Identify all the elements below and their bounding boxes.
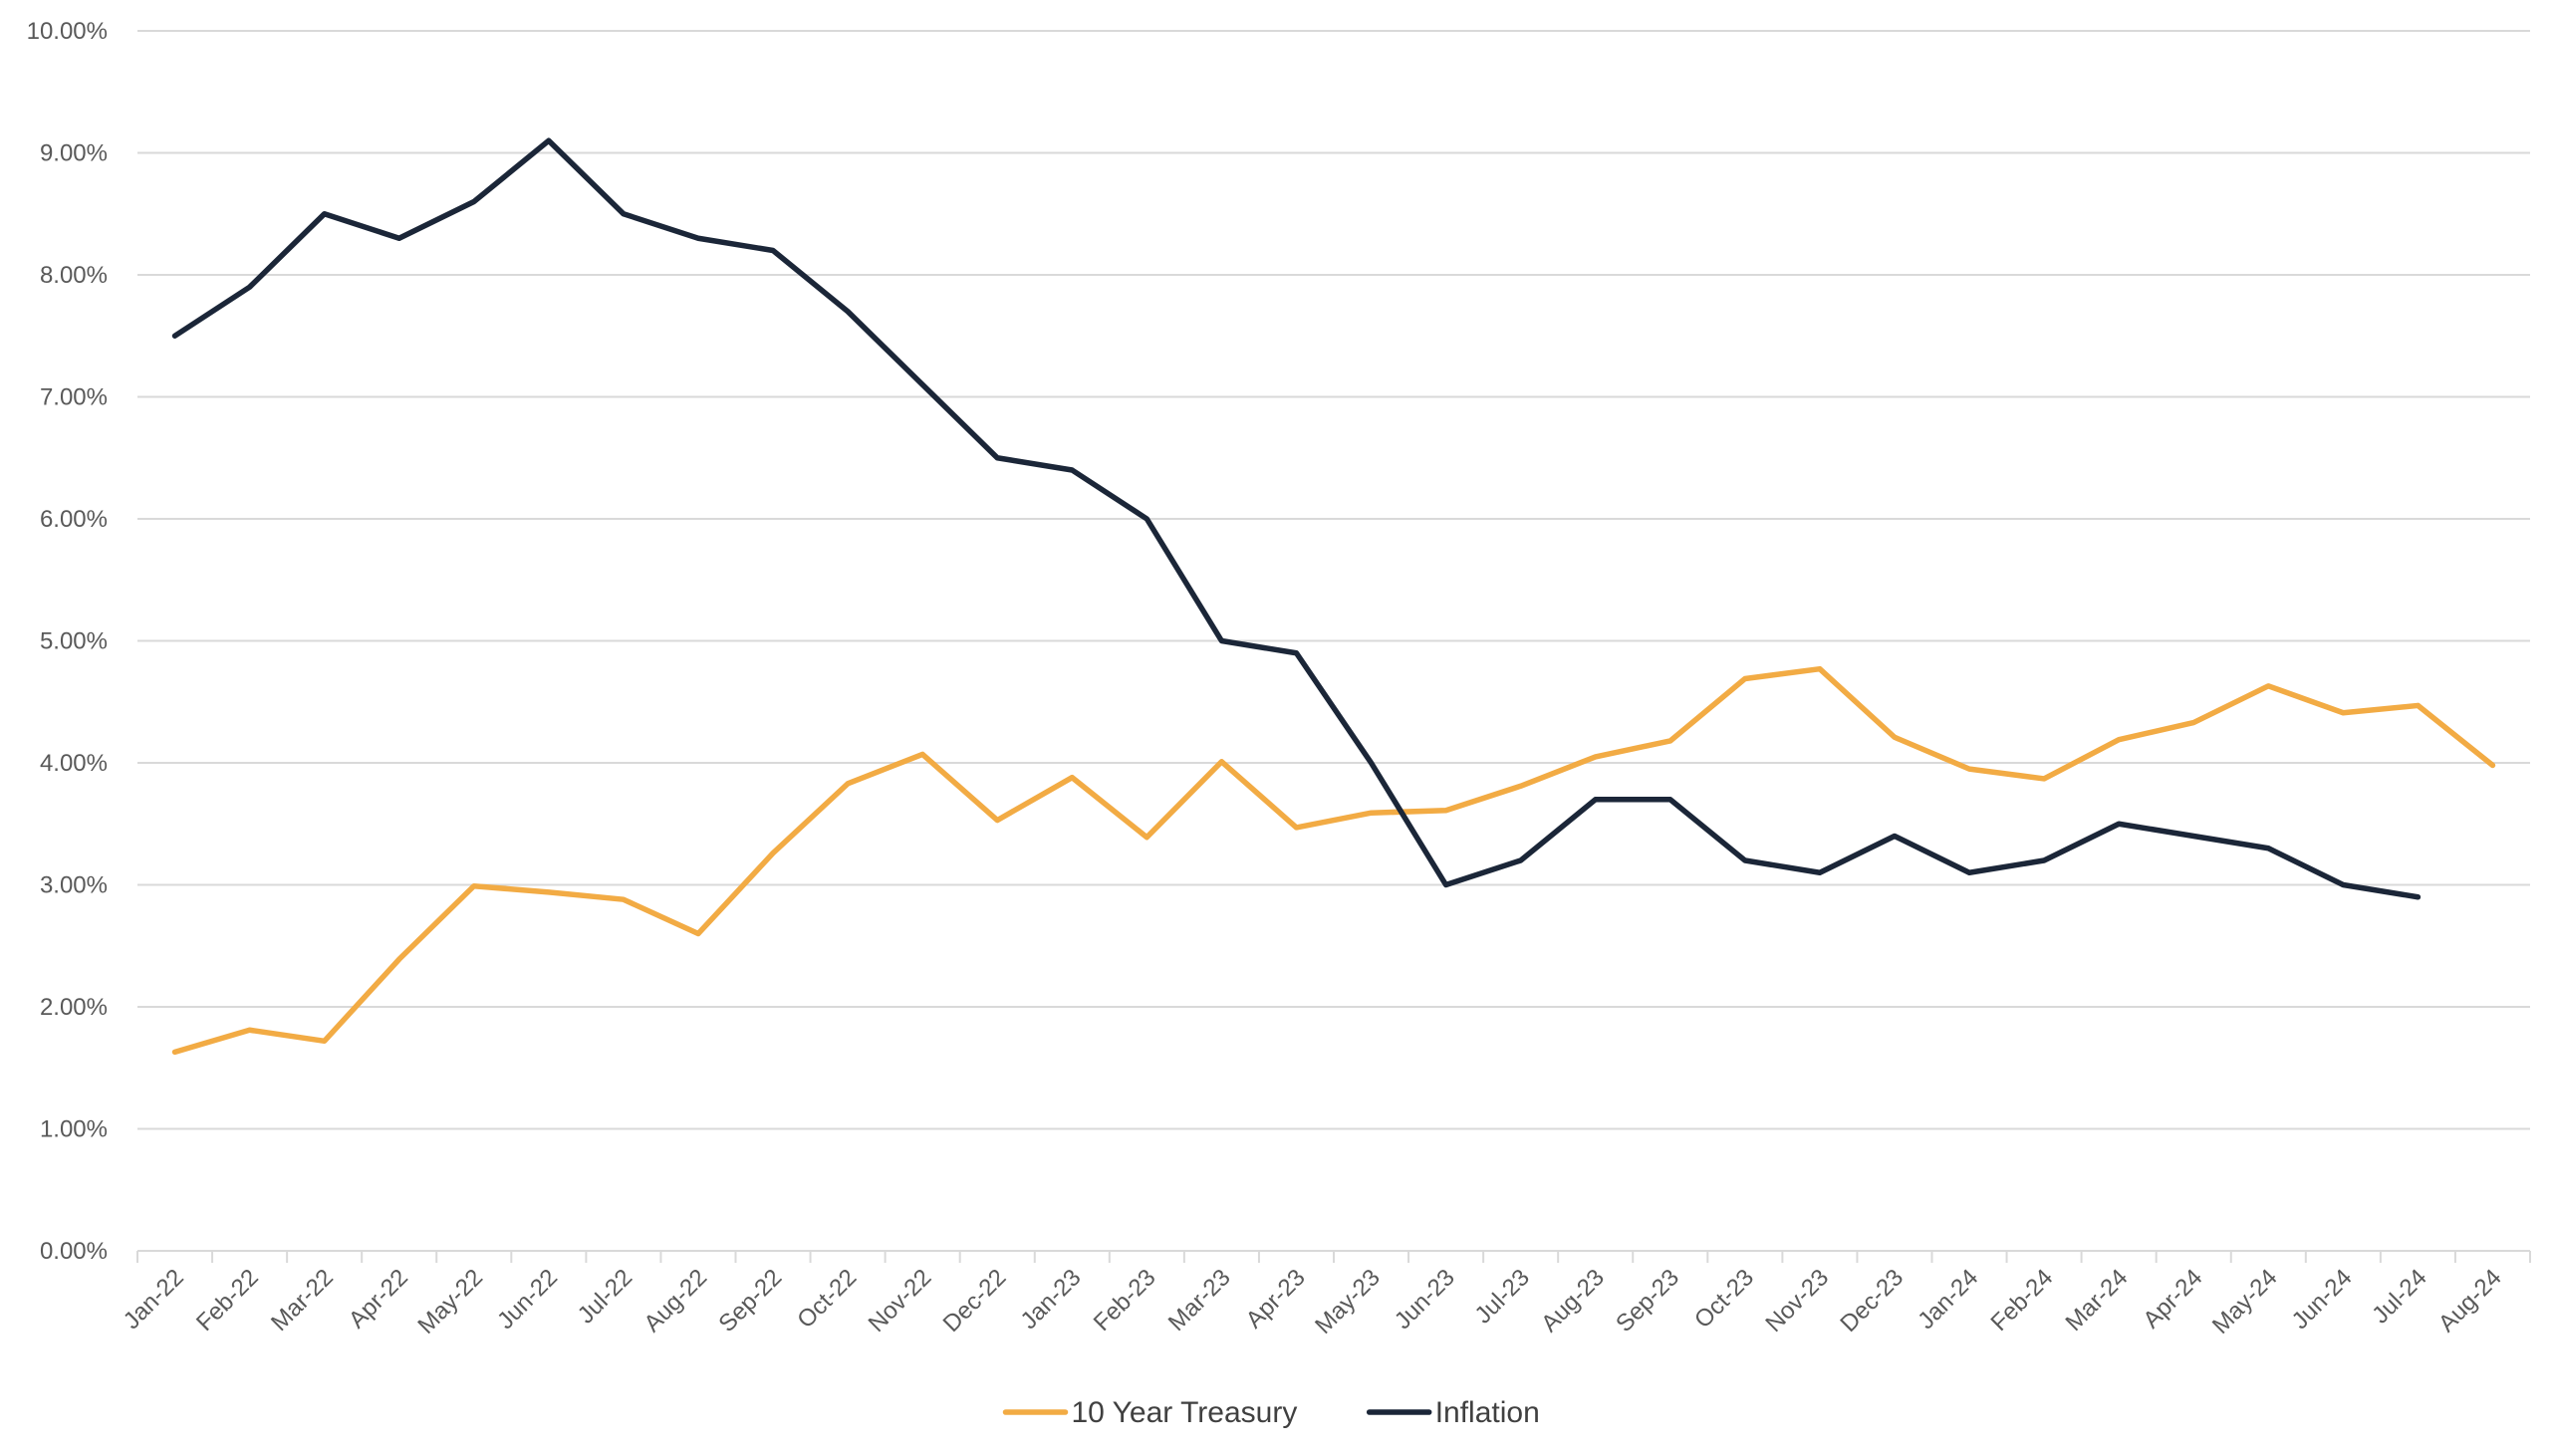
y-tick-label: 0.00% [40,1238,108,1265]
x-tick-label: Feb-23 [1089,1264,1161,1336]
x-tick-label: Sep-22 [713,1264,787,1337]
x-tick-label: Jun-23 [1390,1264,1460,1335]
x-tick-label: Mar-24 [2061,1264,2134,1336]
series-line-10-year-treasury [171,665,2496,1056]
x-tick-label: Apr-22 [344,1264,413,1334]
x-tick-label: Nov-23 [1760,1264,1834,1337]
x-tick-label: Dec-23 [1835,1264,1909,1337]
x-tick-label: Aug-22 [638,1264,712,1337]
legend-label: 10 Year Treasury [1072,1396,1298,1429]
x-tick-label: Aug-24 [2433,1264,2507,1337]
x-tick-label: Apr-24 [2138,1264,2207,1334]
x-tick-label: Jul-23 [1470,1264,1535,1329]
y-tick-label: 8.00% [40,262,108,289]
x-tick-label: Nov-22 [864,1264,937,1337]
x-tick-label: Oct-22 [792,1264,862,1334]
x-tick-label: May-24 [2207,1264,2283,1339]
series-lines [171,137,2496,1056]
x-tick-label: Jun-22 [492,1264,563,1335]
y-tick-label: 1.00% [40,1116,108,1143]
x-axis-tick-labels: Jan-22 Feb-22 Mar-22 Apr-22 May-22 Jun-22 Jul-… [119,1264,2507,1339]
x-tick-label: Jul-24 [2367,1264,2431,1329]
x-tick-label: Jan-23 [1016,1264,1087,1335]
legend-item-inflation: Inflation [1366,1396,1540,1429]
y-tick-label: 7.00% [40,384,108,411]
y-tick-label: 3.00% [40,872,108,899]
x-tick-label: May-23 [1310,1264,1386,1339]
x-tick-label: May-22 [412,1264,488,1339]
y-tick-label: 2.00% [40,994,108,1021]
legend-item-10-year-treasury: 10 Year Treasury [1002,1396,1298,1429]
x-tick-label: Oct-23 [1689,1264,1759,1334]
x-tick-label: Jan-22 [119,1264,189,1335]
x-tick-label: Jun-24 [2287,1264,2358,1335]
x-tick-label: Mar-22 [266,1264,339,1336]
y-tick-label: 4.00% [40,750,108,777]
x-tick-label: Jul-22 [573,1264,638,1329]
x-tick-label: Mar-23 [1163,1264,1236,1336]
legend: 10 Year Treasury Inflation [1002,1396,1540,1429]
x-axis [136,1250,2531,1263]
x-tick-label: Jan-24 [1912,1264,1983,1335]
y-tick-label: 9.00% [40,140,108,167]
x-tick-label: Apr-23 [1241,1264,1311,1334]
x-tick-label: Aug-23 [1536,1264,1610,1337]
x-tick-label: Feb-22 [191,1264,264,1336]
x-tick-label: Dec-22 [938,1264,1012,1337]
y-tick-label: 5.00% [40,628,108,655]
legend-label: Inflation [1435,1396,1540,1429]
gridlines [137,30,2530,1130]
y-tick-label: 10.00% [27,18,108,45]
y-tick-label: 6.00% [40,506,108,533]
x-tick-label: Feb-24 [1985,1264,2058,1336]
series-line-inflation [171,137,2422,900]
y-axis-tick-labels: 0.00% 1.00% 2.00% 3.00% 4.00% 5.00% 6.00% 7.00%… [27,18,108,1265]
x-tick-label: Sep-23 [1611,1264,1684,1337]
